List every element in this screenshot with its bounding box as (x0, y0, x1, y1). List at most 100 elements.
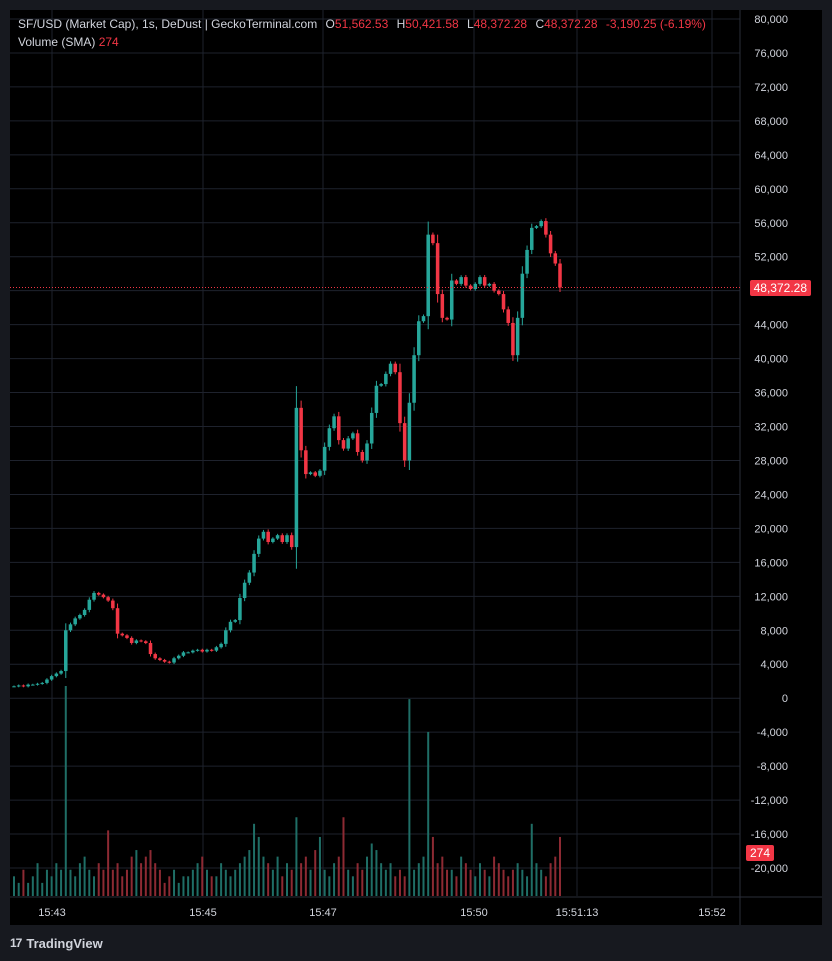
y-tick-label: 60,000 (754, 184, 788, 196)
volume-bar (441, 856, 444, 896)
candle-body (115, 608, 120, 634)
chart-area[interactable]: 80,000 76,000 72,000 68,000 64,000 60,000 56,0… (10, 10, 822, 925)
volume-bar (168, 876, 171, 896)
candle-body (341, 440, 346, 449)
open-label: O (325, 17, 335, 31)
volume-bar (304, 856, 307, 896)
volume-bar (130, 856, 133, 896)
volume-bar (380, 863, 383, 896)
volume-bar (173, 869, 176, 896)
volume-bar (314, 850, 317, 896)
low-label: L (467, 17, 474, 31)
candle-body (435, 243, 440, 295)
y-tick-label: 20,000 (754, 523, 788, 535)
candle-body (125, 635, 129, 638)
candle-body (355, 433, 360, 452)
candle-body (73, 618, 77, 625)
candle-body (369, 412, 374, 444)
candle-body (106, 597, 110, 601)
candle-body (200, 649, 205, 652)
x-tick-label: 15:43 (38, 907, 66, 919)
candle-body (167, 661, 172, 663)
candle-body (440, 294, 445, 318)
candle-body (87, 599, 92, 610)
volume-bar (64, 686, 67, 896)
candle-body (515, 317, 520, 356)
volume-bar (300, 863, 303, 896)
candle-body (304, 450, 308, 475)
volume-bar (201, 856, 204, 896)
candle-body (384, 373, 388, 385)
volume-bar (196, 863, 199, 896)
volume-bar (309, 869, 312, 896)
volume-bar (356, 863, 359, 896)
volume-bar (318, 836, 321, 896)
volume-bar (370, 843, 373, 896)
volume-bar (276, 856, 279, 896)
candle-body (468, 285, 473, 289)
last-price-tag: 48,372.28 (749, 280, 811, 296)
volume-bar (544, 876, 547, 896)
x-tick-label: 15:47 (309, 907, 337, 919)
volume-bar (257, 836, 260, 896)
candle-body (181, 652, 186, 656)
candle-body (101, 594, 106, 598)
volume-bar (111, 869, 114, 896)
volume-bar (375, 850, 378, 896)
volume-bar (182, 876, 185, 896)
tradingview-brand-text: TradingView (26, 935, 103, 951)
candle-body (449, 280, 454, 320)
volume-bar (69, 869, 72, 896)
candle-body (162, 659, 167, 662)
last-volume-tag: 274 (745, 845, 774, 861)
candle-body (82, 609, 87, 615)
y-tick-label: 8,000 (760, 625, 788, 637)
candlestick-chart[interactable]: 80,000 76,000 72,000 68,000 64,000 60,000 56,0… (10, 10, 822, 925)
volume-bar (224, 869, 227, 896)
candle-body (346, 438, 350, 449)
tradingview-branding[interactable]: 17 TradingView (10, 934, 103, 952)
volume-bar (248, 850, 251, 896)
volume-bar (516, 863, 519, 896)
candle-body (233, 620, 237, 622)
y-tick-label: 44,000 (754, 320, 788, 332)
volume-bar (483, 869, 486, 896)
volume-bar (187, 876, 190, 896)
candle-body (238, 598, 242, 621)
high-value: 50,421.58 (405, 17, 459, 31)
volume-bar (13, 876, 15, 896)
y-tick-label: 16,000 (754, 557, 788, 569)
volume-bar (27, 882, 30, 896)
y-tick-label: 12,000 (754, 591, 788, 603)
volume-bar (149, 850, 152, 896)
volume-bar (502, 869, 505, 896)
volume-bar (511, 869, 514, 896)
candle-body (16, 685, 21, 687)
candle-body (327, 428, 332, 447)
volume-bar (271, 869, 274, 896)
y-tick-label: 56,000 (754, 218, 788, 230)
candle-body (242, 582, 247, 599)
candle-body (129, 637, 134, 644)
volume-bar (97, 863, 100, 896)
volume-bar (31, 876, 34, 896)
y-tick-label: 32,000 (754, 422, 788, 434)
y-tick-label: -4,000 (757, 727, 788, 739)
candle-body (351, 433, 355, 439)
y-tick-label: 76,000 (754, 48, 788, 60)
change-value: -3,190.25 (-6.19%) (605, 17, 706, 31)
volume-bar (107, 830, 110, 896)
y-tick-label: 24,000 (754, 489, 788, 501)
candle-body (487, 283, 492, 286)
candle-body (421, 316, 426, 322)
volume-bar (469, 869, 472, 896)
volume-bar (102, 869, 105, 896)
candle-body (186, 652, 190, 654)
volume-bar (210, 876, 213, 896)
volume-bar (17, 882, 20, 896)
candle-body (256, 538, 261, 554)
candle-body (501, 294, 506, 310)
candle-body (219, 643, 223, 648)
volume-bar (229, 876, 232, 896)
volume-bar (36, 863, 39, 896)
